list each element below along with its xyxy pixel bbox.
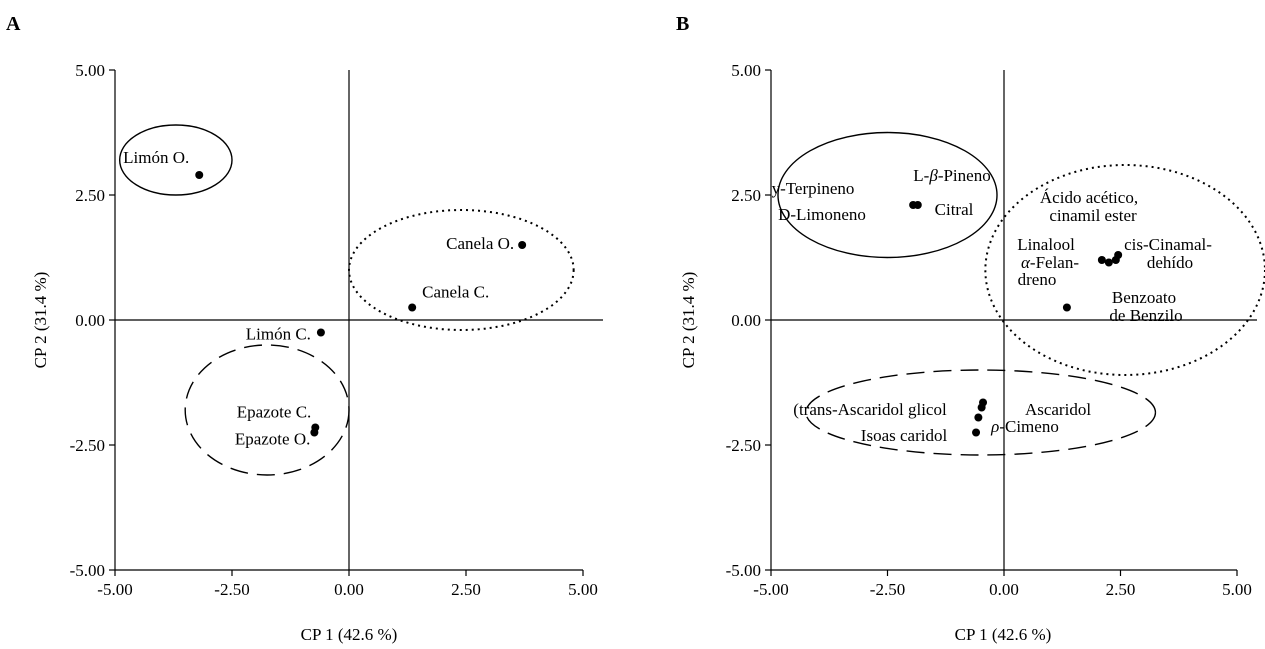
- panel-a: A CP 1 (42.6 %) CP 2 (31.4 %) -5.00-5.00…: [6, 13, 603, 644]
- point-label: Canela C.: [422, 283, 489, 302]
- data-point: [1097, 256, 1106, 264]
- x-tick-label: 5.00: [1222, 580, 1252, 599]
- data-point: [1104, 258, 1113, 267]
- point-label: Canela O.: [446, 234, 514, 253]
- x-tick-label: -2.50: [214, 580, 249, 599]
- group-ellipse-dotted: [348, 209, 575, 331]
- data-point: [195, 171, 204, 179]
- group-ellipse-solid: [777, 131, 998, 259]
- annotation-label: Isoas caridol: [861, 426, 948, 445]
- annotation-label: Ácido acético,: [1040, 188, 1138, 207]
- x-tick-label: -5.00: [753, 580, 788, 599]
- annotation-label: (trans-Ascaridol glicol: [793, 400, 947, 419]
- annotation-label: ρ-Cimeno: [990, 417, 1059, 436]
- x-tick-label: 0.00: [989, 580, 1019, 599]
- y-tick-label: 2.50: [731, 186, 761, 205]
- x-tick-label: 2.50: [451, 580, 481, 599]
- panel-b-ylabel: CP 2 (31.4 %): [679, 272, 698, 369]
- data-point: [518, 241, 527, 249]
- panel-b-label: B: [676, 13, 689, 35]
- group-ellipse-dashed: [184, 344, 350, 476]
- annotation-label: dehído: [1147, 253, 1193, 272]
- annotation-label: Benzoato: [1112, 288, 1176, 307]
- data-point: [310, 428, 319, 437]
- point-label: Limón O.: [123, 148, 189, 167]
- x-tick-label: 0.00: [334, 580, 364, 599]
- group-ellipse-solid: [118, 124, 233, 196]
- annotation-label: L-β-Pineno: [913, 166, 990, 185]
- data-point: [408, 303, 417, 312]
- x-tick-label: -5.00: [97, 580, 132, 599]
- panel-a-ylabel: CP 2 (31.4 %): [31, 272, 50, 369]
- panel-b-xlabel: CP 1 (42.6 %): [955, 625, 1052, 644]
- point-label: Epazote O.: [235, 430, 311, 449]
- annotation-label: Linalool: [1017, 235, 1075, 254]
- annotation-label: dreno: [1018, 270, 1057, 289]
- point-label: Epazote C.: [237, 403, 312, 422]
- y-tick-label: 5.00: [75, 61, 105, 80]
- annotation-label: D-Limoneno: [778, 205, 866, 224]
- data-point: [1114, 251, 1123, 259]
- data-point: [977, 403, 986, 412]
- x-tick-label: 5.00: [568, 580, 598, 599]
- y-tick-label: 5.00: [731, 61, 761, 80]
- y-tick-label: 2.50: [75, 186, 105, 205]
- data-point: [1062, 303, 1071, 312]
- x-tick-label: 2.50: [1106, 580, 1136, 599]
- annotation-label: cis-Cinamal-: [1124, 235, 1212, 254]
- annotation-label: α-Felan-: [1021, 253, 1079, 272]
- annotation-label: cinamil ester: [1049, 206, 1137, 225]
- point-label: Limón C.: [246, 325, 311, 344]
- data-point: [913, 201, 922, 209]
- y-tick-label: -5.00: [70, 561, 105, 580]
- annotation-label: y-Terpineno: [772, 179, 855, 198]
- y-tick-label: 0.00: [731, 311, 761, 330]
- data-point: [316, 328, 325, 337]
- y-tick-label: 0.00: [75, 311, 105, 330]
- y-tick-label: -5.00: [726, 561, 761, 580]
- y-tick-label: -2.50: [70, 436, 105, 455]
- group-ellipse-dashed: [805, 369, 1157, 456]
- panel-b: B CP 1 (42.6 %) CP 2 (31.4 %) -5.00-5.00…: [676, 13, 1265, 644]
- x-tick-label: -2.50: [870, 580, 905, 599]
- annotation-label: de Benzilo: [1109, 306, 1182, 325]
- panel-a-xlabel: CP 1 (42.6 %): [301, 625, 398, 644]
- y-tick-label: -2.50: [726, 436, 761, 455]
- data-point: [974, 413, 983, 422]
- panel-a-label: A: [6, 13, 21, 35]
- annotation-label: Citral: [935, 200, 974, 219]
- annotation-label: Ascaridol: [1025, 400, 1091, 419]
- data-point: [972, 428, 981, 437]
